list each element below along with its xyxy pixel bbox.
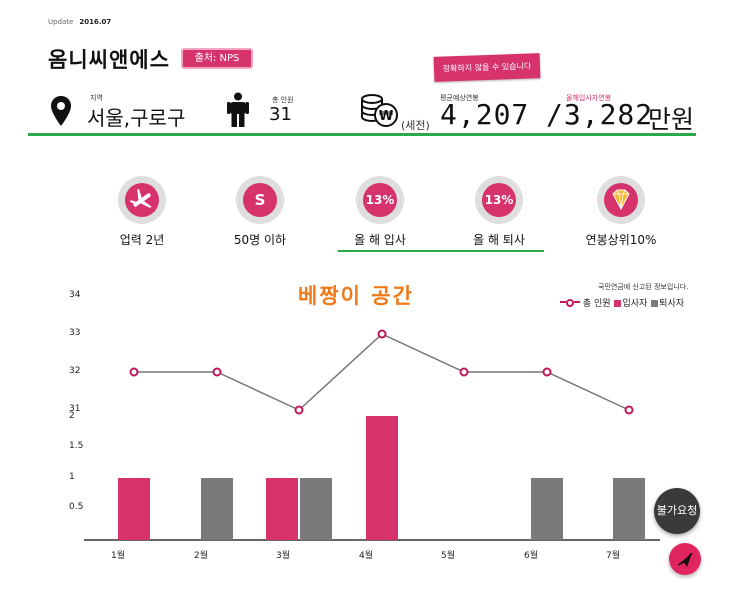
info-divider [28,133,696,136]
stat-years-label: 업력 2년 [119,233,165,247]
month-label: 7월 [605,551,620,561]
update-info: Update 2016.07 [48,18,111,26]
new-salary-label: 올해입사자연봉 [566,94,612,102]
send-button[interactable] [669,543,701,575]
source-badge[interactable]: 출처: NPS [181,48,253,69]
month-label: 5월 [440,551,455,561]
pretax-label: (세전) [401,119,430,132]
region-value: 서울,구로구 [87,106,186,130]
region-label: 지역 [90,94,103,102]
line-axis-tick: 32 [69,366,81,376]
chart-legend: 총 인원 입사자 퇴사자 [560,296,684,309]
stat-leavers-label: 올 해 퇴사 [473,233,525,247]
month-label: 4월 [358,551,373,561]
stat-joiners-label: 올 해 입사 [354,233,406,247]
stat-size-label: 50명 이하 [233,233,287,247]
bar-leavers [531,478,563,540]
salary-value: 4,207 [440,98,530,131]
chart-note: 국민연금에 신고된 정보입니다. [598,283,689,291]
stat-joiners: 13% [356,176,404,224]
airplane-icon [125,183,159,217]
stat-leavers: 13% [475,176,523,224]
point-total [294,405,304,415]
people-value: 31 [269,104,292,125]
paper-plane-icon [677,552,693,567]
svg-text:₩: ₩ [379,109,394,124]
bar-axis-tick: 1.5 [69,441,84,451]
bar-joiners [118,478,150,540]
line-axis-tick: 31 [69,404,81,414]
month-label: 2월 [193,551,208,561]
stat-years [118,176,166,224]
person-icon [227,92,249,127]
point-total [624,405,634,415]
point-total [129,367,139,377]
point-total [459,367,469,377]
legend-leavers-swatch [651,300,659,307]
bar-axis-tick: 0.5 [69,502,84,512]
stat-salary-rank-label: 연봉상위10% [585,233,657,247]
point-total [212,367,222,377]
update-date: 2016.07 [79,18,112,26]
coins-icon: ₩ [361,94,398,127]
location-pin-icon [51,96,71,126]
month-label: 1월 [110,551,125,561]
bar-leavers [300,478,332,540]
bar-leavers [613,478,645,540]
leavers-percent-icon: 13% [482,183,516,217]
people-label: 총 인원 [272,96,294,104]
legend-total-marker [566,299,574,307]
bar-joiners [366,416,398,540]
new-salary-value: /3,282 [546,98,654,131]
diamond-icon [604,183,638,217]
stat-salary-rank [597,176,645,224]
point-total [377,329,387,339]
legend-total[interactable]: 총 인원 [582,299,611,309]
chart-title: 베짱이 공간 [298,284,414,308]
point-total [542,367,552,377]
salary-unit: 만원 [648,105,695,134]
stat-size: S [236,176,284,224]
legend-joiners[interactable]: 입사자 [622,299,648,309]
legend-joiners-swatch [614,300,622,307]
bar-leavers [201,478,233,540]
month-label: 3월 [275,551,290,561]
update-label: Update [48,18,74,26]
legend-leavers[interactable]: 퇴사자 [659,299,685,309]
line-total [134,333,630,411]
joiners-percent-icon: 13% [363,183,397,217]
line-axis-tick: 33 [69,328,81,338]
line-axis-tick: 34 [69,290,81,300]
company-name: 옴니씨앤에스 [48,48,170,72]
bar-joiners [266,478,298,540]
turnover-underline [338,250,544,252]
salary-label: 평균예상연봉 [440,94,479,102]
request-button[interactable]: 불가요청 [654,488,700,534]
s-icon: S [243,183,277,217]
month-label: 6월 [523,551,538,561]
bar-axis-tick: 1 [69,472,75,482]
bar-axis-tick: 2 [69,411,75,421]
